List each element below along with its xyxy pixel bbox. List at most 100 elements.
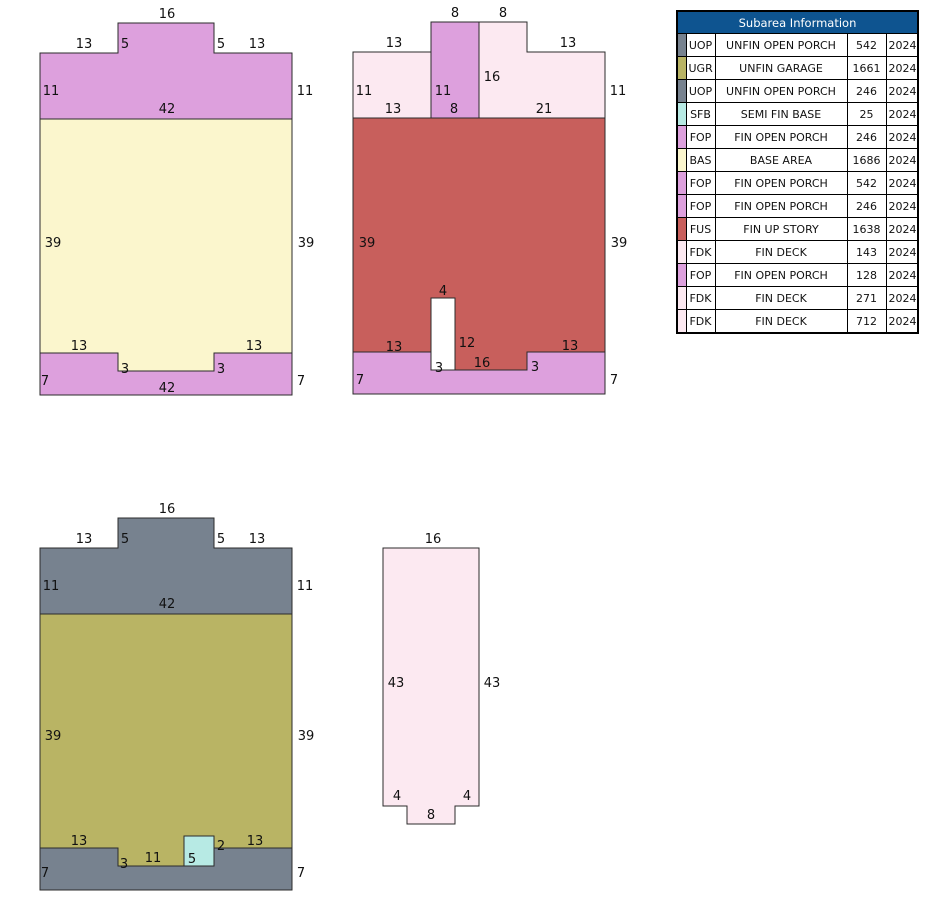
table-row: UOP UNFIN OPEN PORCH 542 2024 <box>676 33 919 57</box>
row-area-cell: 246 <box>846 125 887 149</box>
row-area-cell: 246 <box>846 79 887 103</box>
row-code-cell: UOP <box>685 33 716 57</box>
dimension-label: 3 <box>121 362 129 377</box>
row-code-cell: FOP <box>685 263 716 287</box>
table-row: FDK FIN DECK 712 2024 <box>676 309 919 334</box>
open-cutout-region <box>430 297 456 371</box>
dimension-label: 7 <box>41 866 49 881</box>
dimension-label: 39 <box>298 236 315 251</box>
dimension-label: 4 <box>463 789 471 804</box>
row-code-cell: FDK <box>685 309 716 334</box>
dimension-label: 11 <box>356 84 373 99</box>
dimension-label: 13 <box>246 339 263 354</box>
row-area-cell: 25 <box>846 102 887 126</box>
dimension-label: 13 <box>247 834 264 849</box>
table-row: FOP FIN OPEN PORCH 128 2024 <box>676 263 919 287</box>
dimension-label: 13 <box>562 339 579 354</box>
row-code-cell: FOP <box>685 125 716 149</box>
dimension-label: 5 <box>121 532 129 547</box>
dimension-label: 11 <box>297 84 314 99</box>
dimension-label: 5 <box>188 852 196 867</box>
dimension-label: 3 <box>217 362 225 377</box>
dimension-label: 39 <box>298 729 315 744</box>
row-color-swatch <box>676 286 687 310</box>
plan-deck <box>382 547 480 825</box>
dimension-label: 8 <box>450 102 458 117</box>
row-area-cell: 1638 <box>846 217 887 241</box>
fin-open-porch-bottom-region <box>39 352 293 396</box>
row-code-cell: UOP <box>685 79 716 103</box>
dimension-label: 13 <box>71 339 88 354</box>
subarea-table-body: UOP UNFIN OPEN PORCH 542 2024 UGR UNFIN GARAG… <box>676 33 919 334</box>
unfin-garage-region <box>39 613 293 867</box>
row-desc-cell: UNFIN OPEN PORCH <box>714 79 848 103</box>
row-year-cell: 2024 <box>885 102 919 126</box>
row-year-cell: 2024 <box>885 33 919 57</box>
row-color-swatch <box>676 171 687 195</box>
dimension-label: 16 <box>159 502 176 517</box>
dimension-label: 8 <box>427 808 435 823</box>
dimension-label: 11 <box>610 84 627 99</box>
table-row: FDK FIN DECK 143 2024 <box>676 240 919 264</box>
dimension-label: 43 <box>388 676 405 691</box>
row-desc-cell: FIN DECK <box>714 309 848 334</box>
plan-basement <box>39 517 293 891</box>
table-row: BAS BASE AREA 1686 2024 <box>676 148 919 172</box>
row-area-cell: 1661 <box>846 56 887 80</box>
dimension-label: 7 <box>610 373 618 388</box>
row-color-swatch <box>676 56 687 80</box>
row-desc-cell: FIN OPEN PORCH <box>714 125 848 149</box>
dimension-label: 39 <box>45 236 62 251</box>
row-code-cell: FUS <box>685 217 716 241</box>
dimension-label: 42 <box>159 597 176 612</box>
dimension-label: 8 <box>499 6 507 21</box>
row-desc-cell: FIN OPEN PORCH <box>714 171 848 195</box>
dimension-label: 16 <box>484 70 501 85</box>
row-color-swatch <box>676 148 687 172</box>
row-area-cell: 542 <box>846 171 887 195</box>
dimension-label: 11 <box>435 84 452 99</box>
row-area-cell: 271 <box>846 286 887 310</box>
row-code-cell: FDK <box>685 240 716 264</box>
dimension-label: 39 <box>45 729 62 744</box>
row-desc-cell: FIN OPEN PORCH <box>714 194 848 218</box>
dimension-label: 7 <box>297 866 305 881</box>
row-area-cell: 1686 <box>846 148 887 172</box>
base-area-region <box>39 118 293 372</box>
dimension-label: 7 <box>297 374 305 389</box>
row-color-swatch <box>676 309 687 334</box>
row-color-swatch <box>676 240 687 264</box>
dimension-label: 7 <box>41 374 49 389</box>
table-row: FOP FIN OPEN PORCH 246 2024 <box>676 125 919 149</box>
dimension-label: 4 <box>439 284 447 299</box>
table-row: SFB SEMI FIN BASE 25 2024 <box>676 102 919 126</box>
dimension-label: 13 <box>76 532 93 547</box>
dimension-label: 2 <box>217 839 225 854</box>
row-area-cell: 143 <box>846 240 887 264</box>
table-row: FDK FIN DECK 271 2024 <box>676 286 919 310</box>
row-code-cell: FOP <box>685 194 716 218</box>
dimension-label: 16 <box>474 356 491 371</box>
dimension-label: 5 <box>217 532 225 547</box>
semi-fin-base-region <box>183 835 215 867</box>
dimension-label: 21 <box>536 102 553 117</box>
row-desc-cell: FIN UP STORY <box>714 217 848 241</box>
row-year-cell: 2024 <box>885 125 919 149</box>
row-year-cell: 2024 <box>885 240 919 264</box>
row-code-cell: SFB <box>685 102 716 126</box>
row-code-cell: UGR <box>685 56 716 80</box>
row-desc-cell: UNFIN GARAGE <box>714 56 848 80</box>
plan-second-floor <box>352 21 606 395</box>
row-year-cell: 2024 <box>885 217 919 241</box>
fin-deck-region <box>382 547 480 825</box>
row-area-cell: 542 <box>846 33 887 57</box>
row-code-cell: FOP <box>685 171 716 195</box>
dimension-label: 43 <box>484 676 501 691</box>
row-desc-cell: FIN DECK <box>714 286 848 310</box>
dimension-label: 13 <box>249 37 266 52</box>
row-color-swatch <box>676 263 687 287</box>
row-color-swatch <box>676 194 687 218</box>
row-desc-cell: BASE AREA <box>714 148 848 172</box>
table-title: Subarea Information <box>676 10 919 34</box>
row-color-swatch <box>676 102 687 126</box>
